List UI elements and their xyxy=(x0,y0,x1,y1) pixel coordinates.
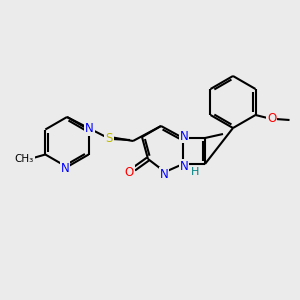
Text: S: S xyxy=(105,133,113,146)
Text: H: H xyxy=(191,167,199,177)
Text: N: N xyxy=(85,122,94,135)
Text: O: O xyxy=(124,166,134,178)
Text: O: O xyxy=(267,112,276,125)
Text: CH₃: CH₃ xyxy=(15,154,34,164)
Text: N: N xyxy=(180,160,188,172)
Text: N: N xyxy=(61,161,69,175)
Text: N: N xyxy=(160,167,168,181)
Text: N: N xyxy=(180,130,188,142)
